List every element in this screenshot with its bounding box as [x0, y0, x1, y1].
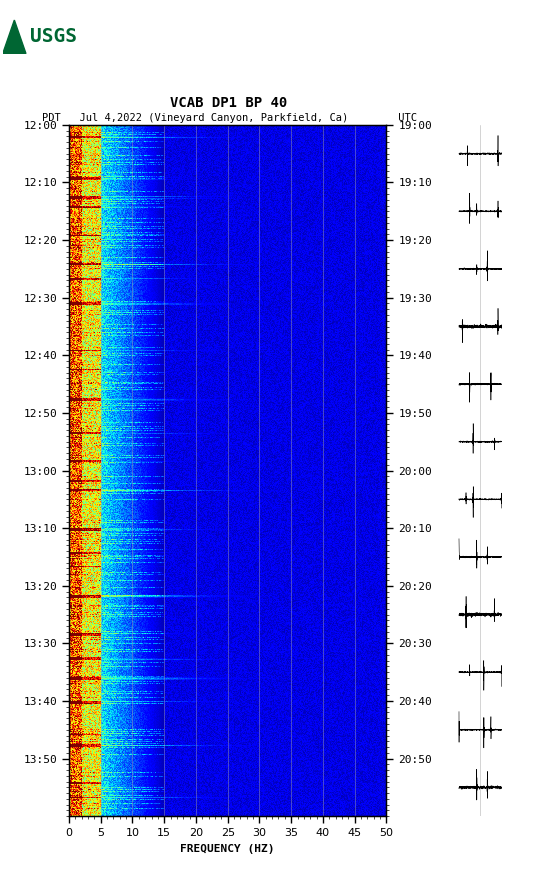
Polygon shape — [3, 20, 26, 54]
X-axis label: FREQUENCY (HZ): FREQUENCY (HZ) — [181, 844, 275, 854]
Text: VCAB DP1 BP 40: VCAB DP1 BP 40 — [171, 95, 288, 110]
Text: USGS: USGS — [30, 28, 77, 46]
Text: PDT   Jul 4,2022 (Vineyard Canyon, Parkfield, Ca)        UTC: PDT Jul 4,2022 (Vineyard Canyon, Parkfie… — [41, 113, 417, 123]
